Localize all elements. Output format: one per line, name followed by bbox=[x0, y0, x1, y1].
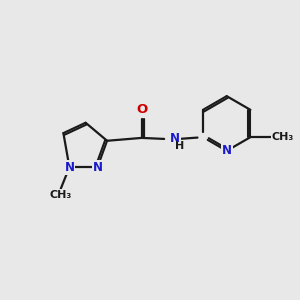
Text: CH₃: CH₃ bbox=[272, 132, 294, 142]
Text: N: N bbox=[222, 144, 232, 158]
Text: H: H bbox=[175, 141, 184, 151]
Text: N: N bbox=[170, 132, 180, 145]
Text: N: N bbox=[92, 161, 103, 174]
Text: O: O bbox=[136, 103, 147, 116]
Text: CH₃: CH₃ bbox=[50, 190, 72, 200]
Text: N: N bbox=[64, 161, 74, 174]
